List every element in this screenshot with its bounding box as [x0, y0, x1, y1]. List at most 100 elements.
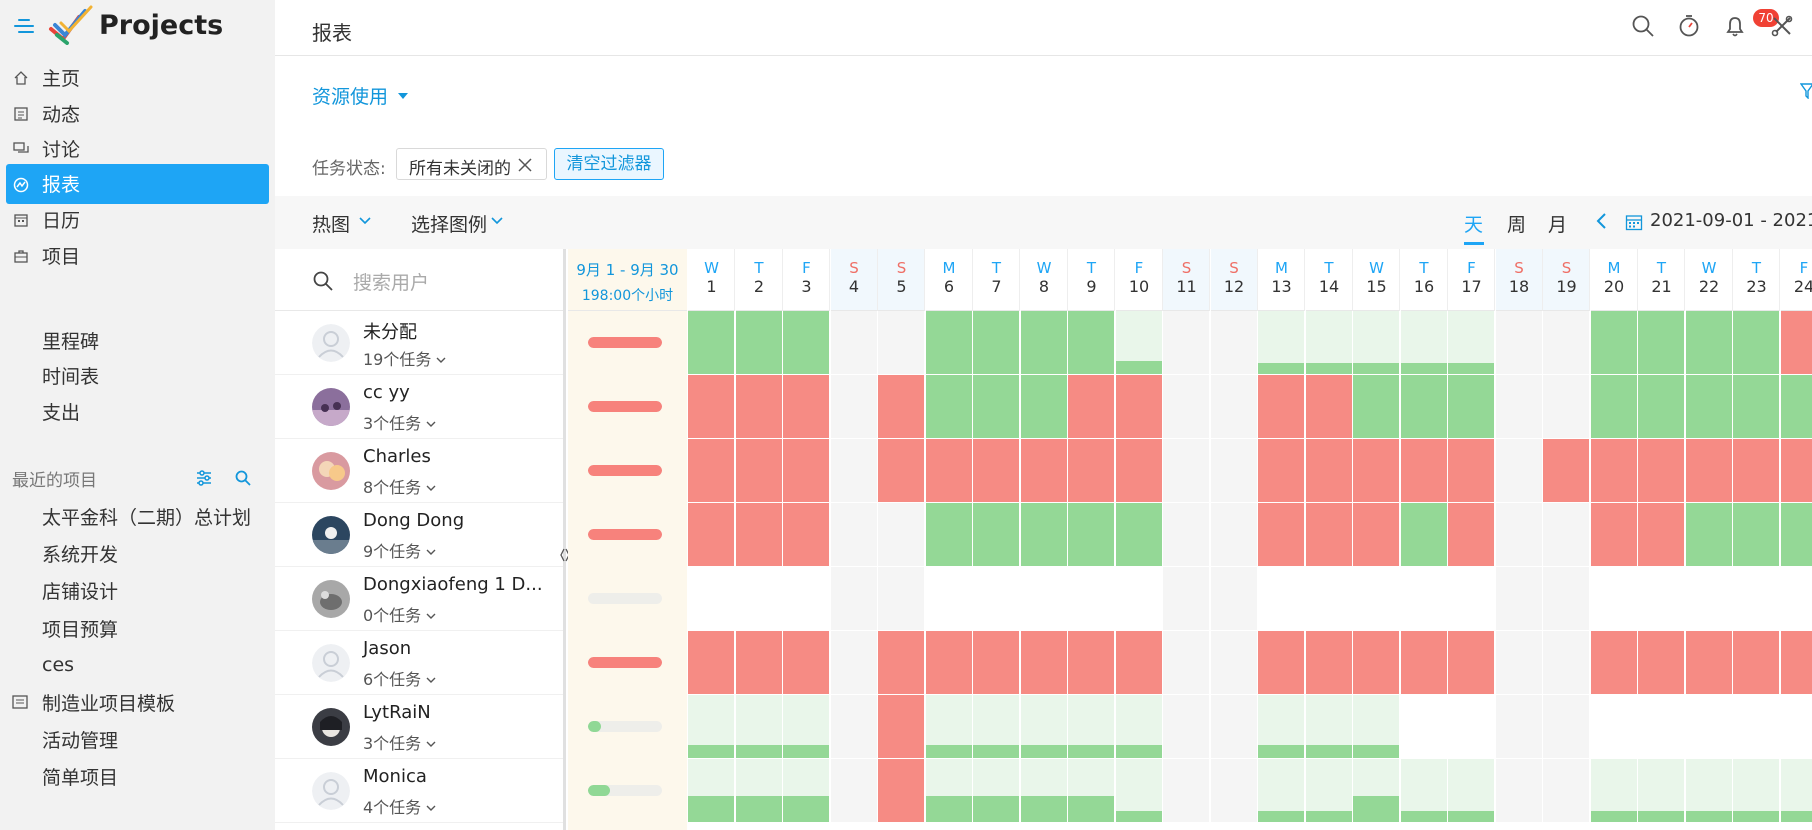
date-range-picker[interactable]: 2021-09-01 - 2021-09-30	[1650, 210, 1812, 231]
heatmap-cell[interactable]	[1400, 695, 1448, 759]
heatmap-cell[interactable]	[1163, 695, 1210, 759]
heatmap-cell[interactable]	[1448, 503, 1495, 567]
heatmap-cell[interactable]	[1305, 759, 1353, 823]
heatmap-cell[interactable]	[1115, 567, 1163, 631]
heatmap-cell[interactable]	[1020, 759, 1068, 823]
heatmap-cell[interactable]	[830, 503, 878, 567]
tab-week[interactable]: 周	[1507, 214, 1527, 236]
user-task-count[interactable]: 19个任务	[363, 346, 446, 370]
sidebar-item-0[interactable]: 主页	[6, 57, 269, 98]
heatmap-cell[interactable]	[830, 631, 878, 695]
heatmap-cell[interactable]	[1638, 439, 1685, 503]
heatmap-cell[interactable]	[1495, 631, 1543, 695]
heatmap-cell[interactable]	[1353, 631, 1400, 695]
heatmap-cell[interactable]	[1685, 503, 1733, 567]
user-task-count[interactable]: 8个任务	[363, 474, 436, 498]
sidebar-item-5[interactable]: 项目	[6, 235, 269, 276]
heatmap-cell[interactable]	[688, 631, 735, 695]
heatmap-cell[interactable]	[830, 759, 878, 823]
heatmap-cell[interactable]	[1400, 503, 1448, 567]
heatmap-cell[interactable]	[1448, 439, 1495, 503]
heatmap-cell[interactable]	[1448, 631, 1495, 695]
heatmap-cell[interactable]	[735, 567, 783, 631]
heatmap-cell[interactable]	[1733, 439, 1780, 503]
heatmap-cell[interactable]	[1543, 567, 1590, 631]
heatmap-cell[interactable]	[1210, 631, 1258, 695]
heatmap-cell[interactable]	[1258, 567, 1305, 631]
heatmap-cell[interactable]	[1543, 631, 1590, 695]
user-search[interactable]: 搜索用户	[275, 249, 563, 311]
heatmap-cell[interactable]	[1543, 695, 1590, 759]
report-type-dropdown[interactable]: 资源使用	[312, 86, 389, 108]
heatmap-cell[interactable]	[1210, 439, 1258, 503]
heatmap-cell[interactable]	[1400, 311, 1448, 375]
heatmap-cell[interactable]	[1780, 567, 1812, 631]
heatmap-cell[interactable]	[688, 759, 735, 823]
heatmap-cell[interactable]	[1638, 311, 1685, 375]
heatmap-cell[interactable]	[1115, 439, 1163, 503]
heatmap-cell[interactable]	[1780, 375, 1812, 439]
heatmap-cell[interactable]	[1020, 375, 1068, 439]
user-task-count[interactable]: 6个任务	[363, 666, 436, 690]
user-task-count[interactable]: 0个任务	[363, 602, 436, 626]
user-row[interactable]: Dongxiaofeng 1 D... 0个任务	[275, 567, 563, 631]
recent-project-item[interactable]: 系统开发	[42, 544, 119, 567]
heatmap-cell[interactable]	[1068, 375, 1115, 439]
heatmap-cell[interactable]	[1305, 439, 1353, 503]
heatmap-cell[interactable]	[1068, 695, 1115, 759]
user-row[interactable]: 未分配 19个任务	[275, 311, 563, 375]
heatmap-cell[interactable]	[688, 439, 735, 503]
heatmap-cell[interactable]	[783, 695, 830, 759]
filter-funnel-icon[interactable]	[1800, 83, 1812, 99]
heatmap-cell[interactable]	[1495, 567, 1543, 631]
heatmap-cell[interactable]	[830, 567, 878, 631]
legend-select-dropdown[interactable]: 选择图例	[411, 214, 488, 236]
heatmap-cell[interactable]	[973, 439, 1020, 503]
tab-day[interactable]: 天	[1464, 214, 1484, 236]
recent-project-item[interactable]: 简单项目	[42, 767, 119, 790]
heatmap-cell[interactable]	[1353, 311, 1400, 375]
sidebar-item-2[interactable]: 讨论	[6, 128, 269, 169]
user-row[interactable]: Monica 4个任务	[275, 759, 563, 823]
heatmap-cell[interactable]	[878, 439, 925, 503]
heatmap-cell[interactable]	[783, 375, 830, 439]
user-task-count[interactable]: 4个任务	[363, 794, 436, 818]
heatmap-cell[interactable]	[973, 631, 1020, 695]
sidebar-item-1[interactable]: 动态	[6, 93, 269, 134]
search-icon[interactable]	[1631, 14, 1655, 38]
heatmap-cell[interactable]	[925, 759, 973, 823]
heatmap-cell[interactable]	[783, 439, 830, 503]
user-row[interactable]: cc yy 3个任务	[275, 375, 563, 439]
heatmap-cell[interactable]	[783, 567, 830, 631]
heatmap-cell[interactable]	[1258, 375, 1305, 439]
heatmap-cell[interactable]	[1543, 375, 1590, 439]
heatmap-cell[interactable]	[1733, 311, 1780, 375]
heatmap-cell[interactable]	[1780, 695, 1812, 759]
user-row[interactable]: Dong Dong 9个任务	[275, 503, 563, 567]
recent-search-icon[interactable]	[234, 469, 252, 487]
heatmap-cell[interactable]	[1258, 439, 1305, 503]
heatmap-cell[interactable]	[878, 375, 925, 439]
recent-project-item[interactable]: 店铺设计	[42, 581, 119, 604]
heatmap-cell[interactable]	[1353, 375, 1400, 439]
heatmap-cell[interactable]	[688, 375, 735, 439]
heatmap-cell[interactable]	[1590, 567, 1638, 631]
heatmap-cell[interactable]	[1210, 375, 1258, 439]
heatmap-cell[interactable]	[1543, 503, 1590, 567]
heatmap-cell[interactable]	[1305, 375, 1353, 439]
heatmap-cell[interactable]	[1400, 631, 1448, 695]
heatmap-cell[interactable]	[1590, 695, 1638, 759]
heatmap-cell[interactable]	[1068, 631, 1115, 695]
heatmap-cell[interactable]	[1210, 503, 1258, 567]
previous-period-chevron-left-icon[interactable]	[1595, 212, 1607, 230]
heatmap-cell[interactable]	[1258, 695, 1305, 759]
heatmap-cell[interactable]	[925, 631, 973, 695]
recent-project-item[interactable]: ces	[42, 654, 75, 677]
heatmap-cell[interactable]	[973, 311, 1020, 375]
heatmap-cell[interactable]	[1258, 759, 1305, 823]
heatmap-cell[interactable]	[1353, 567, 1400, 631]
user-row[interactable]: Jason 6个任务	[275, 631, 563, 695]
heatmap-cell[interactable]	[1638, 759, 1685, 823]
heatmap-cell[interactable]	[1448, 759, 1495, 823]
heatmap-cell[interactable]	[830, 439, 878, 503]
